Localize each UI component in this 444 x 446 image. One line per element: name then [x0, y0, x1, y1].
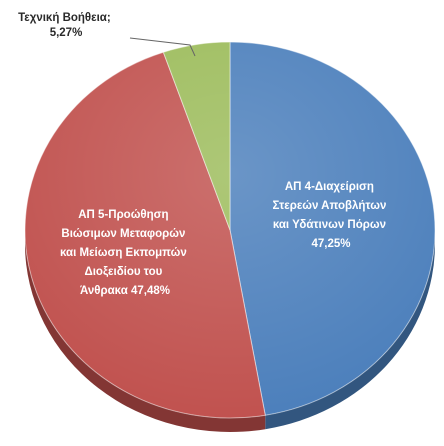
pie-depth [25, 230, 435, 433]
pie-highlight [25, 42, 435, 418]
slice-ap4-side [265, 230, 435, 430]
label-ap4-line2: Στερεών Αποβλήτων [272, 200, 386, 212]
label-ap5-line5-prefix: Άνθρακα [80, 285, 128, 297]
label-ap5: ΑΠ 5-Προώθηση Βιώσιμων Μεταφορών και Μεί… [60, 209, 190, 297]
label-ap5-line3: και Μείωση Εκπομπών [60, 247, 187, 259]
label-ap4: ΑΠ 4-Διαχείριση Στερεών Αποβλήτων και Υδ… [272, 181, 389, 250]
label-ap5-line1: ΑΠ 5-Προώθηση [78, 209, 168, 221]
label-ap4-line1: ΑΠ 4-Διαχείριση [285, 181, 374, 193]
label-technical-assistance: Τεχνική Βοήθεια; 5,27% [18, 12, 114, 39]
label-ap5-value: 47,48% [131, 285, 170, 297]
label-ap5-line4: Διοξειδίου του [84, 266, 162, 278]
label-ap4-line3: και Υδάτινων Πόρων [273, 219, 386, 231]
label-technical-assistance-value: 5,27% [50, 27, 83, 39]
label-technical-assistance-name: Τεχνική Βοήθεια; [18, 12, 111, 24]
label-ap5-line5: Άνθρακα 47,48% [80, 285, 170, 297]
label-ap5-line2: Βιώσιμων Μεταφορών [61, 228, 185, 240]
label-ap4-value: 47,25% [311, 238, 350, 250]
leader-line-technical-assistance [129, 37, 196, 57]
